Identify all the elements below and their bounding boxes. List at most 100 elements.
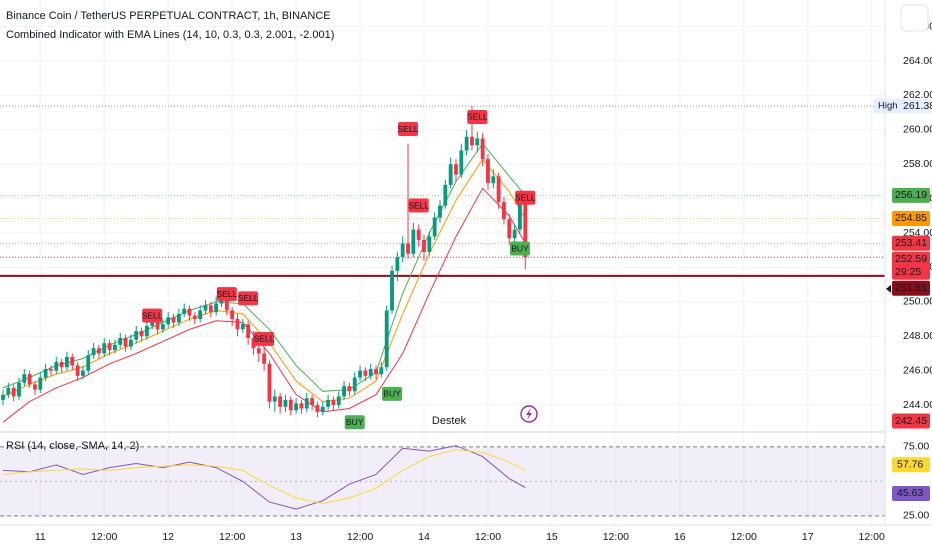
signal-label: SELL bbox=[216, 287, 237, 302]
high-value: 261.38 bbox=[903, 100, 932, 112]
candle-body bbox=[107, 343, 112, 351]
candle-body bbox=[358, 370, 362, 378]
candle-body bbox=[155, 320, 160, 330]
candle-body bbox=[123, 337, 128, 347]
candle-body bbox=[203, 305, 208, 311]
candle-body bbox=[6, 387, 11, 395]
candle-body bbox=[411, 229, 416, 254]
signal-box bbox=[398, 122, 419, 136]
x-tick-label: 16 bbox=[674, 531, 686, 543]
candle-body bbox=[27, 374, 32, 385]
candle-body bbox=[347, 386, 352, 392]
signal-label: SELL bbox=[254, 331, 275, 346]
candle-body bbox=[486, 159, 490, 184]
signal-label: SELL bbox=[398, 122, 419, 136]
signal-box bbox=[382, 386, 403, 401]
value-label: 251.51 bbox=[895, 282, 927, 294]
candle-body bbox=[374, 368, 378, 375]
y-tick-label: 244.00 bbox=[903, 399, 932, 411]
signal-text: BUY bbox=[511, 243, 529, 253]
price-pointer bbox=[886, 284, 891, 293]
candle-body bbox=[390, 270, 394, 311]
y-tick-label: 75.00 bbox=[903, 441, 929, 453]
signal-label: BUY bbox=[382, 386, 403, 401]
candle-body bbox=[315, 405, 320, 412]
candle-body bbox=[171, 317, 176, 323]
candle-body bbox=[427, 236, 432, 252]
signal-text: SELL bbox=[254, 334, 275, 344]
candle-body bbox=[475, 138, 480, 146]
rsi-title: RSI (14, close, SMA, 14, 2) bbox=[6, 440, 139, 452]
signal-text: BUY bbox=[383, 389, 401, 399]
candle-body bbox=[352, 377, 357, 392]
candle-body bbox=[38, 377, 43, 390]
candle-body bbox=[160, 324, 165, 330]
signal-label: BUY bbox=[344, 415, 365, 430]
high-box bbox=[874, 99, 930, 114]
signal-text: SELL bbox=[238, 293, 259, 303]
candle-body bbox=[54, 362, 59, 371]
candle-body bbox=[70, 356, 75, 366]
menu-button[interactable] bbox=[900, 4, 929, 32]
signal-text: BUY bbox=[346, 417, 364, 427]
candle-body bbox=[230, 310, 235, 320]
x-tick-label: 12:00 bbox=[91, 531, 117, 543]
value-box bbox=[892, 457, 930, 473]
value-label: 254.85 bbox=[895, 212, 927, 224]
candle-body bbox=[198, 310, 203, 320]
candle-body bbox=[518, 200, 522, 230]
value-label: 252.59 bbox=[895, 253, 927, 265]
candle-body bbox=[470, 136, 474, 146]
candle-body bbox=[134, 331, 139, 340]
candle-body bbox=[272, 396, 277, 402]
candle-body bbox=[262, 353, 267, 364]
signal-box bbox=[142, 308, 163, 323]
candle-body bbox=[251, 337, 256, 349]
alert-icon[interactable] bbox=[520, 405, 538, 423]
signal-label: BUY bbox=[509, 241, 530, 256]
candle-body bbox=[118, 337, 123, 345]
candle-body bbox=[443, 184, 448, 206]
value-box bbox=[892, 187, 930, 203]
candle-body bbox=[400, 243, 405, 258]
signal-label: SELL bbox=[467, 109, 488, 124]
candle-body bbox=[1, 394, 5, 400]
y-tick-label: 248.00 bbox=[903, 330, 932, 342]
candle-body bbox=[17, 382, 21, 397]
candle-body bbox=[22, 374, 27, 383]
value-label: 253.41 bbox=[895, 237, 927, 249]
value-box bbox=[892, 251, 930, 280]
x-tick-label: 12:00 bbox=[475, 531, 501, 543]
candle-body bbox=[438, 205, 442, 218]
candle-body bbox=[448, 164, 453, 185]
candle-body bbox=[144, 325, 149, 337]
candle-body bbox=[491, 176, 496, 184]
candle-body bbox=[320, 406, 325, 412]
signal-text: SELL bbox=[142, 310, 163, 320]
rsi-band bbox=[0, 446, 885, 516]
candle-body bbox=[294, 403, 299, 411]
value-box bbox=[892, 235, 930, 251]
y-tick-label: 250.00 bbox=[903, 296, 932, 308]
signal-label: SELL bbox=[515, 190, 536, 205]
x-tick-label: 14 bbox=[418, 531, 430, 543]
candle-body bbox=[192, 315, 197, 320]
candle-body bbox=[432, 217, 437, 237]
candle-body bbox=[368, 368, 373, 376]
value-box bbox=[892, 485, 930, 501]
candle-body bbox=[283, 399, 288, 407]
x-tick-label: 12:00 bbox=[347, 531, 373, 543]
candle-body bbox=[299, 403, 304, 409]
candle-body bbox=[11, 387, 16, 397]
candle-body bbox=[86, 355, 91, 371]
candle-body bbox=[139, 331, 144, 337]
x-tick-label: 12 bbox=[162, 531, 174, 543]
high-label: High bbox=[878, 101, 898, 112]
candle-body bbox=[379, 367, 384, 375]
signal-text: SELL bbox=[408, 200, 429, 210]
candle-body bbox=[342, 386, 346, 397]
y-tick-label: 264.00 bbox=[903, 55, 932, 67]
x-tick-label: 13 bbox=[290, 531, 302, 543]
candle-body bbox=[523, 200, 528, 258]
